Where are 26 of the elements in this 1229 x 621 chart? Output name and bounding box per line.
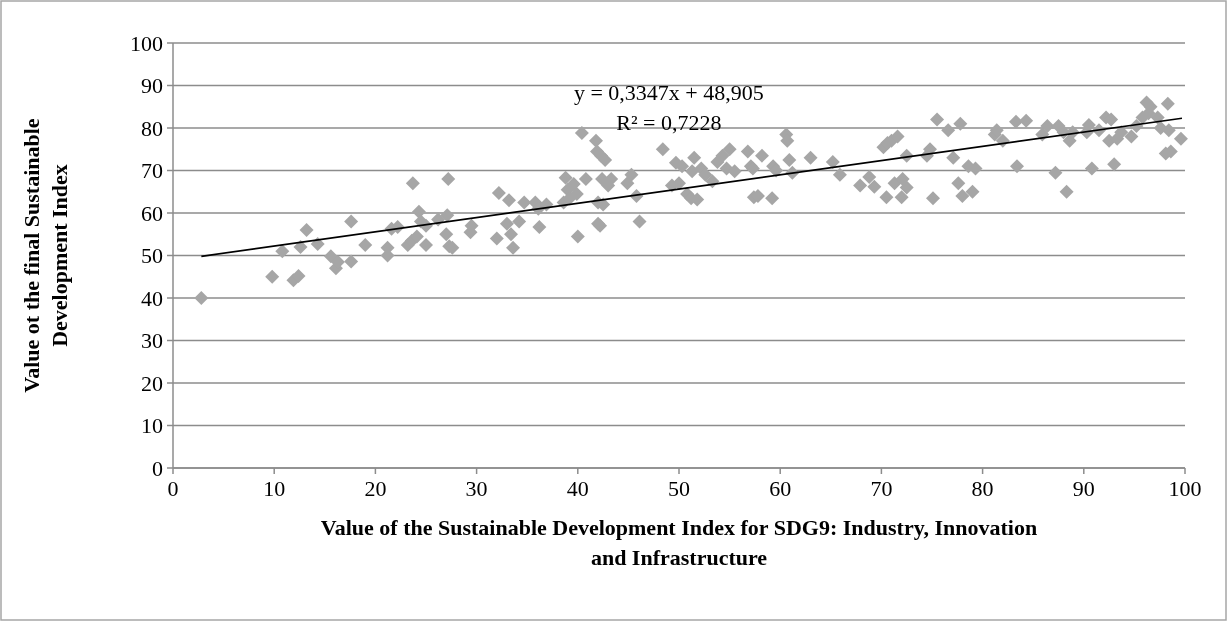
x-tick-label: 100 xyxy=(1168,476,1202,501)
y-tick-label: 20 xyxy=(141,370,163,396)
y-tick-label: 30 xyxy=(141,328,163,354)
x-tick-label: 10 xyxy=(263,476,286,501)
y-tick-label: 40 xyxy=(141,285,163,311)
x-tick-label: 70 xyxy=(870,476,893,501)
x-tick-label: 60 xyxy=(769,476,792,501)
x-tick-label: 0 xyxy=(167,476,179,501)
x-tick-label: 50 xyxy=(668,476,690,501)
y-tick-label: 0 xyxy=(152,455,163,481)
y-tick-label: 80 xyxy=(141,115,163,141)
x-tick-label: 40 xyxy=(566,476,589,501)
x-tick-label: 30 xyxy=(465,476,488,501)
y-tick-label: 10 xyxy=(141,413,163,439)
x-tick-label: 20 xyxy=(364,476,387,501)
x-axis-title: Value of the Sustainable Development Index for SDG9: Industry, Innovation and Infrastructure xyxy=(320,515,1038,570)
y-axis-title: Value ot the final Sustainable Development Index xyxy=(19,118,72,393)
annotation: y = 0,3347x + 48,905 xyxy=(573,80,764,106)
y-tick-label: 100 xyxy=(130,30,163,56)
y-tick-label: 70 xyxy=(141,158,163,184)
x-tick-label: 90 xyxy=(1072,476,1095,501)
y-tick-label: 90 xyxy=(141,73,163,99)
y-tick-label: 60 xyxy=(141,200,163,226)
y-tick-label: 50 xyxy=(141,243,163,269)
annotation: R² = 0,7228 xyxy=(616,110,722,136)
x-tick-label: 80 xyxy=(971,476,994,501)
